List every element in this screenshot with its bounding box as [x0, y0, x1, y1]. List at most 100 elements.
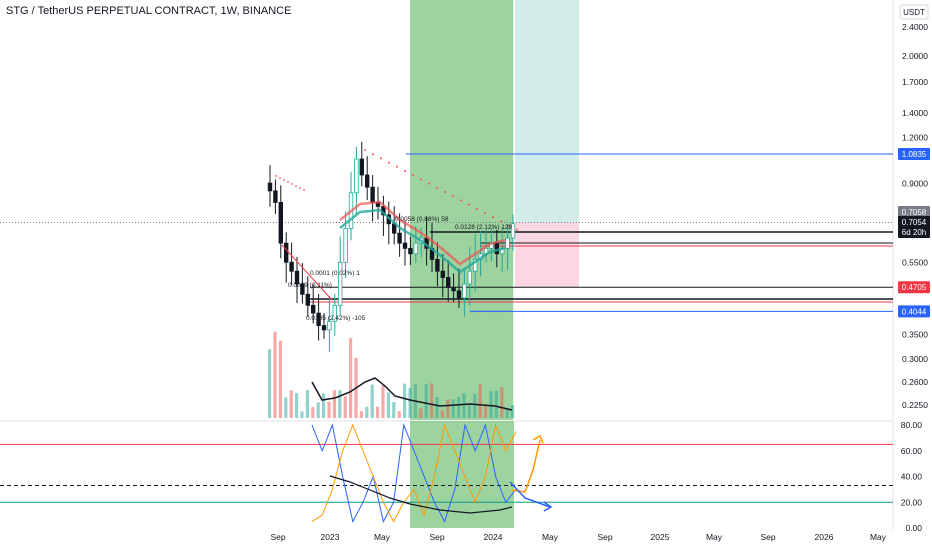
- chart-title: STG / TetherUS PERPETUAL CONTRACT, 1W, B…: [6, 5, 292, 17]
- volume-bar: [343, 396, 347, 418]
- price-label-box: [898, 206, 930, 218]
- candle-body: [408, 247, 413, 255]
- volume-bar: [446, 399, 450, 418]
- volume-bar: [370, 384, 374, 418]
- time-tick-label: May: [374, 532, 391, 542]
- sar-dot: [396, 165, 398, 168]
- price-label-text: 0.7054: [902, 218, 927, 227]
- volume-bar: [392, 402, 396, 418]
- sar-dot: [460, 199, 462, 202]
- volume-bar: [457, 397, 461, 418]
- candle-body: [305, 293, 310, 306]
- osc-projection-blue: [509, 481, 551, 508]
- volume-bar: [424, 384, 428, 418]
- volume-bar: [478, 383, 482, 418]
- candle-body: [316, 312, 321, 326]
- currency-badge: [899, 4, 929, 20]
- ema-ribbon-slow: [339, 200, 506, 266]
- volume-bar: [408, 387, 412, 418]
- sar-dot: [476, 207, 478, 210]
- trendline-red: [281, 244, 333, 301]
- sar-dot: [492, 216, 494, 219]
- candle-body: [456, 290, 462, 299]
- sar-dot: [508, 224, 510, 227]
- candle-body: [397, 232, 402, 244]
- volume-bar: [473, 394, 477, 418]
- sar-dot: [428, 182, 430, 185]
- sar-dot: [364, 149, 366, 151]
- time-tick-label: Sep: [270, 532, 285, 542]
- candle-body: [294, 270, 300, 285]
- volume-ma-line: [311, 377, 513, 411]
- price-tick-label: 1.7000: [902, 77, 928, 87]
- annotation-label: 0.0105 (2.42%) -105: [306, 315, 366, 322]
- osc-tick-label: 60.00: [901, 446, 923, 456]
- price-tick-label: 0.9000: [902, 179, 928, 189]
- volume-bar: [494, 390, 498, 418]
- candle-body: [435, 258, 440, 272]
- time-tick-label: 2024: [484, 532, 503, 542]
- sar-dot: [484, 212, 486, 214]
- candle-body: [300, 283, 305, 295]
- volume-bar: [511, 405, 515, 418]
- sar-dot: [468, 203, 470, 206]
- candle-body: [289, 261, 294, 272]
- candle-body: [343, 227, 348, 263]
- price-label-box: [898, 281, 930, 294]
- candle-body: [510, 223, 516, 239]
- price-tick-label: 0.3500: [902, 329, 928, 339]
- price-label-text: 0.4044: [902, 307, 927, 316]
- currency-label: USDT: [903, 8, 925, 17]
- volume-bar: [489, 391, 493, 418]
- sar-dot: [299, 187, 301, 189]
- sar-dot: [516, 228, 518, 231]
- candle-body: [321, 325, 327, 331]
- price-label-text: 6d 20h: [902, 228, 926, 237]
- volume-bar: [462, 393, 466, 418]
- price-tick-label: 1.2000: [902, 133, 928, 143]
- candle-body: [359, 158, 364, 176]
- volume-bar: [273, 331, 277, 418]
- osc-d-line: [311, 423, 517, 523]
- volume-bar: [305, 390, 309, 418]
- candle-body: [283, 242, 289, 263]
- volume-bar: [430, 383, 434, 418]
- time-tick-label: May: [706, 532, 723, 542]
- volume-bar: [467, 404, 471, 418]
- candle-body: [402, 242, 408, 249]
- time-tick-label: 2025: [651, 532, 670, 542]
- volume-bar: [289, 390, 293, 418]
- candle-body: [505, 237, 510, 249]
- candle-body: [332, 304, 337, 322]
- candle-body: [337, 261, 343, 306]
- sar-dot: [436, 186, 438, 189]
- volume-bar: [338, 390, 342, 418]
- volume-bar: [278, 340, 282, 418]
- sar-dot: [500, 220, 502, 223]
- sar-dot: [291, 183, 293, 185]
- sar-dot: [303, 189, 305, 191]
- price-tick-label: 0.2600: [902, 377, 928, 387]
- sar-dot: [279, 177, 281, 179]
- candle-body: [462, 283, 467, 299]
- volume-bar: [419, 408, 423, 418]
- sar-dot: [295, 185, 297, 187]
- price-tick-label: 2.4000: [902, 22, 928, 32]
- price-label-box: [898, 226, 930, 238]
- osc-tick-label: 40.00: [901, 472, 923, 482]
- sar-dot: [388, 161, 390, 164]
- annotation-label: 0.0009 (0.11%): [288, 282, 332, 289]
- volume-bar: [376, 406, 380, 418]
- volume-bar: [386, 392, 390, 418]
- volume-bar: [284, 397, 288, 418]
- sar-dot: [420, 178, 422, 181]
- candle-body: [413, 242, 418, 255]
- annotation-label: 0.0128 (2.12%) 128: [455, 224, 512, 231]
- teal-zone: [515, 0, 579, 222]
- osc-tick-label: 80.00: [901, 420, 923, 430]
- volume-bar: [505, 408, 509, 418]
- candle-body: [467, 270, 472, 285]
- volume-bar: [365, 406, 369, 418]
